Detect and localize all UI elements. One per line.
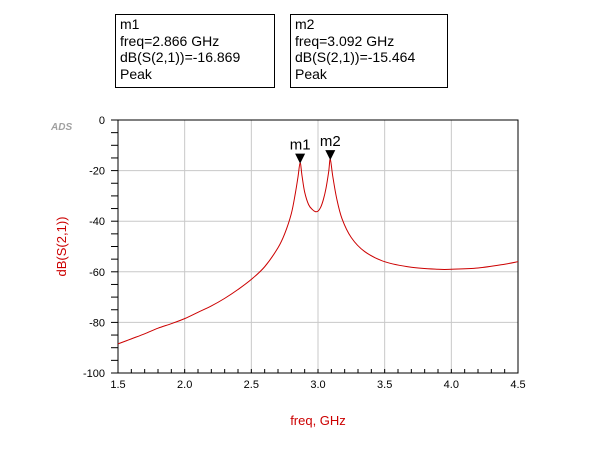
- marker-label-m1: m1: [290, 137, 311, 154]
- marker-freq-m2: freq=3.092 GHz: [295, 32, 395, 49]
- marker-freq-m1: freq=2.866 GHz: [120, 32, 220, 49]
- plot-frame: [117, 119, 519, 374]
- ads-logo: ADS: [51, 122, 73, 133]
- y-tick-label: -60: [89, 267, 105, 279]
- x-tick-label: 2.5: [244, 379, 259, 391]
- x-axis-label: freq, GHz: [290, 413, 346, 428]
- marker-value-m1: dB(S(2,1))=-16.869: [120, 49, 241, 65]
- marker-label-m2: m2: [320, 133, 341, 150]
- x-tick-label: 1.5: [110, 379, 125, 391]
- x-tick-label: 4.0: [444, 379, 459, 391]
- x-tick-label: 2.0: [177, 379, 192, 391]
- y-tick-label: -40: [89, 216, 105, 228]
- marker-triangle-m2[interactable]: [325, 150, 336, 161]
- y-tick-label: -100: [83, 368, 105, 380]
- y-tick-label: 0: [99, 115, 105, 127]
- marker-label-m1: m1: [120, 16, 140, 32]
- y-tick-label: -20: [89, 166, 105, 178]
- y-tick-label: -80: [89, 317, 105, 329]
- y-axis-label: dB(S(2,1)): [54, 217, 69, 277]
- series-line: [117, 158, 519, 345]
- marker-note-m2: Peak: [295, 65, 327, 82]
- marker-value-m2: dB(S(2,1))=-15.464: [295, 49, 416, 65]
- marker-triangle-m1[interactable]: [295, 153, 306, 164]
- marker-readout-m2[interactable]: m2 freq=3.092 GHz dB(S(2,1))=-15.464 Pea…: [290, 14, 448, 88]
- x-tick-label: 4.5: [510, 379, 525, 391]
- marker-note-m1: Peak: [120, 65, 152, 82]
- marker-label-m2: m2: [295, 16, 315, 32]
- marker-readout-m1[interactable]: m1 freq=2.866 GHz dB(S(2,1))=-16.869 Pea…: [115, 14, 275, 88]
- x-tick-label: 3.0: [310, 379, 325, 391]
- x-tick-label: 3.5: [377, 379, 392, 391]
